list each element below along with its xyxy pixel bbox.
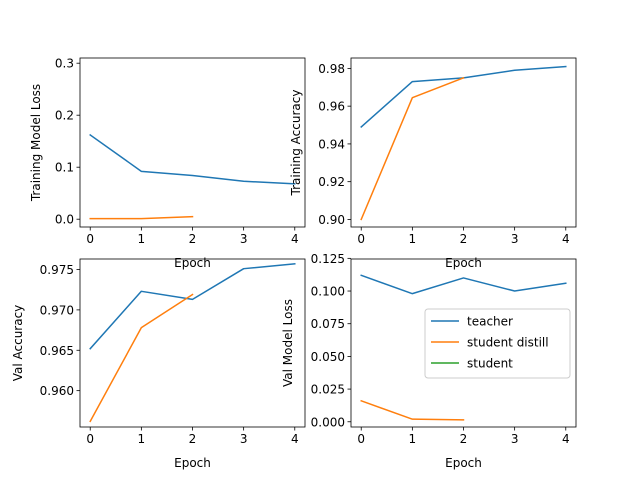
y-tick-label: 0.2 — [55, 109, 74, 123]
x-tick-label: 2 — [460, 232, 468, 246]
x-tick-label: 0 — [86, 432, 94, 446]
y-tick-label: 0.965 — [40, 344, 74, 358]
subplot-1: 0 1 2 3 4 0.0 0.1 0.2 0.3 Epoch Training Model Los… — [29, 57, 306, 270]
y-tick-label: 0.050 — [311, 350, 345, 364]
series-line-student-distill — [360, 76, 465, 221]
y-tick-label: 0.970 — [40, 303, 74, 317]
x-axis-label: Epoch — [174, 256, 211, 270]
x-tick-label: 0 — [357, 232, 365, 246]
y-tick-label: 0.000 — [311, 415, 345, 429]
y-tick-label: 0.0 — [55, 213, 74, 227]
y-tick-label: 0.025 — [311, 383, 345, 397]
x-tick-label: 4 — [562, 432, 570, 446]
y-tick-label: 0.125 — [311, 252, 345, 266]
legend-label: student — [467, 357, 513, 371]
series-line-student-distill — [89, 215, 194, 220]
x-tick-label: 4 — [562, 232, 570, 246]
x-tick-label: 2 — [460, 432, 468, 446]
y-tick-label: 0.1 — [55, 161, 74, 175]
legend-label: student distill — [467, 336, 549, 350]
subplot-2: 0 1 2 3 4 0.90 0.92 0.94 0.96 0.98 Epoch Training A… — [289, 57, 577, 270]
y-tick-label: 0.3 — [55, 57, 74, 71]
subplot-4: 0 1 2 3 4 0.000 0.025 0.050 0.075 0.100 0.125 Epoch… — [281, 252, 577, 470]
series-line-teacher — [360, 274, 567, 295]
series-line-student-distill — [360, 399, 465, 421]
series-line-student-distill — [89, 293, 194, 423]
y-axis-label: Training Accuracy — [289, 90, 303, 197]
y-tick-label: 0.100 — [311, 285, 345, 299]
x-axis-label: Epoch — [445, 456, 482, 470]
x-tick-label: 4 — [291, 432, 299, 446]
x-tick-label: 1 — [138, 432, 146, 446]
subplot-3: 0 1 2 3 4 0.960 0.965 0.970 0.975 Epoch Val Accura… — [11, 258, 306, 470]
y-tick-label: 0.960 — [40, 384, 74, 398]
x-tick-label: 4 — [291, 232, 299, 246]
series-line-teacher — [89, 133, 296, 185]
x-tick-label: 1 — [138, 232, 146, 246]
x-tick-label: 1 — [409, 432, 417, 446]
x-tick-label: 3 — [511, 232, 519, 246]
legend-box — [424, 308, 571, 379]
x-tick-label: 3 — [240, 432, 248, 446]
x-tick-label: 0 — [357, 432, 365, 446]
y-axis-label: Val Model Loss — [281, 299, 295, 387]
x-tick-label: 0 — [86, 232, 94, 246]
x-tick-label: 3 — [511, 432, 519, 446]
x-tick-label: 3 — [240, 232, 248, 246]
legend-label: teacher — [467, 315, 513, 329]
y-tick-label: 0.975 — [40, 263, 74, 277]
y-tick-label: 0.075 — [311, 317, 345, 331]
x-axis-label: Epoch — [174, 456, 211, 470]
x-tick-label: 1 — [409, 232, 417, 246]
x-tick-label: 2 — [189, 232, 197, 246]
y-tick-label: 0.98 — [318, 62, 345, 76]
y-axis-label: Val Accuracy — [11, 305, 25, 382]
y-tick-label: 0.96 — [318, 100, 345, 114]
x-tick-label: 2 — [189, 432, 197, 446]
y-tick-label: 0.90 — [318, 213, 345, 227]
x-axis-label: Epoch — [445, 256, 482, 270]
legend: teacher student distill student — [424, 308, 571, 379]
y-axis-label: Training Model Loss — [29, 84, 43, 202]
series-line-teacher — [89, 263, 296, 350]
y-tick-label: 0.92 — [318, 175, 345, 189]
y-tick-label: 0.94 — [318, 137, 345, 151]
